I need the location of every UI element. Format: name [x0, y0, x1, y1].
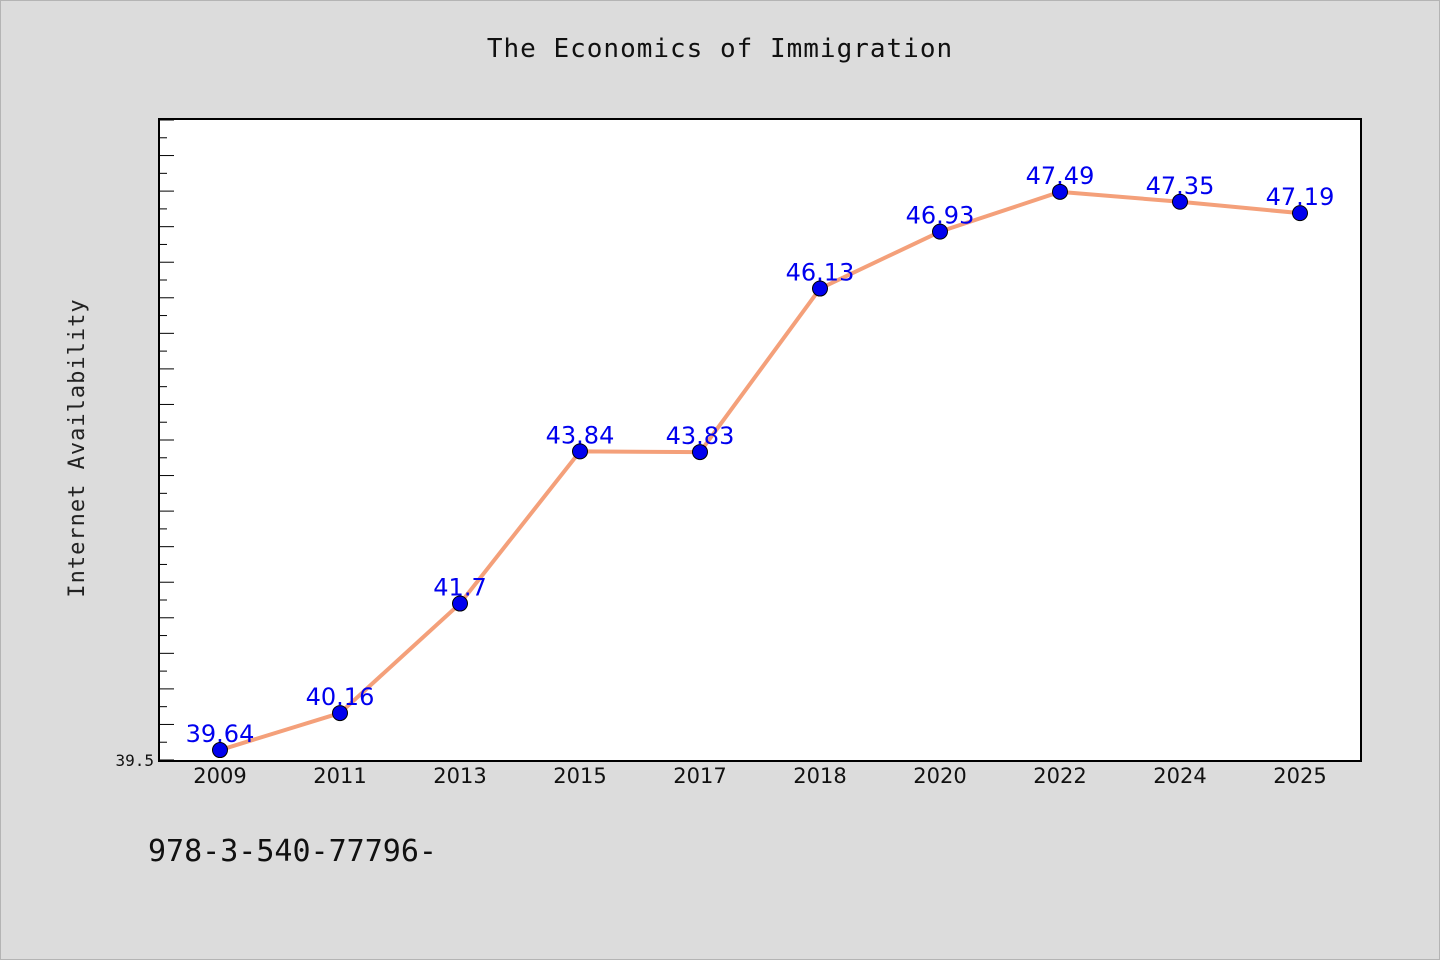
x-tick-label: 2018 [793, 764, 846, 788]
data-label: 43.84 [546, 421, 615, 449]
data-point [692, 444, 708, 461]
data-label: 47.49 [1026, 162, 1095, 190]
data-point [332, 705, 348, 722]
x-tick-label: 2017 [673, 764, 726, 788]
data-point [572, 443, 588, 460]
data-label: 47.35 [1146, 172, 1215, 200]
data-label: 43.83 [666, 422, 735, 450]
data-label: 47.19 [1266, 183, 1335, 211]
x-tick-label: 2024 [1153, 764, 1206, 788]
x-tick-label: 2013 [433, 764, 486, 788]
data-point [932, 223, 948, 240]
x-tick-label: 2022 [1033, 764, 1086, 788]
y-minor-ticks [160, 119, 174, 761]
data-label: 40.16 [306, 683, 375, 711]
x-tick-label: 2011 [313, 764, 366, 788]
data-label: 39.64 [186, 720, 255, 748]
x-tick-labels: 2009 2011 2013 2015 2017 2018 2020 2022 2024 2025 [193, 764, 1326, 788]
data-label: 46.13 [786, 259, 855, 287]
data-point [1052, 183, 1068, 200]
data-point [1172, 193, 1188, 210]
data-point [812, 280, 828, 297]
x-tick-label: 2020 [913, 764, 966, 788]
y-tick-label: 39.5 [115, 751, 154, 770]
data-point [212, 742, 228, 759]
footer-code: 978-3-540-77796- [148, 834, 437, 869]
x-tick-label: 2025 [1273, 764, 1326, 788]
chart-title: The Economics of Immigration [486, 34, 954, 64]
series-line [218, 189, 1302, 753]
data-markers [212, 183, 1308, 759]
data-point [452, 595, 468, 612]
data-labels: 39.64 40.16 41.7 43.84 43.83 46.13 46.93 47.49 4… [186, 162, 1335, 748]
y-axis-title: Internet Availability [65, 298, 90, 597]
y-tick-labels: 39.5 [115, 751, 154, 770]
plot-area [158, 118, 1362, 762]
data-point [1292, 205, 1308, 222]
x-tick-label: 2009 [193, 764, 246, 788]
data-label: 46.93 [906, 202, 975, 230]
data-label: 41.7 [433, 574, 486, 602]
x-tick-label: 2015 [553, 764, 606, 788]
